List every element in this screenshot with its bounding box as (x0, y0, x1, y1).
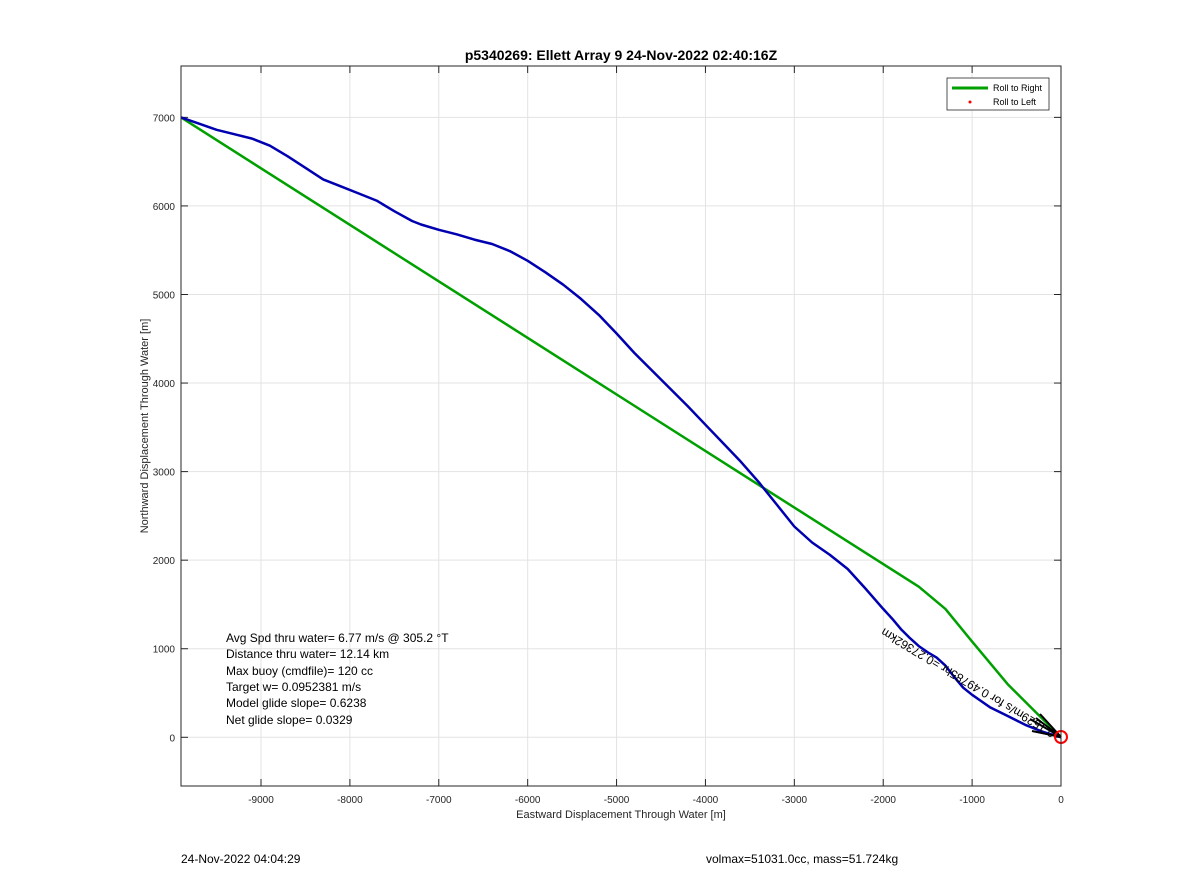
legend-box (946, 77, 1050, 111)
x-tick-label: -2000 (870, 795, 896, 806)
stat-max-buoy: Max buoy (cmdfile)= 120 cc (226, 664, 373, 678)
plot-background (181, 66, 1061, 786)
y-tick-label: 4000 (153, 379, 176, 390)
stat-target-w: Target w= 0.0952381 m/s (226, 680, 361, 694)
stats-annotation: Avg Spd thru water= 6.77 m/s @ 305.2 °T … (226, 631, 449, 727)
y-tick-label: 2000 (153, 556, 176, 567)
x-tick-label: -3000 (782, 795, 808, 806)
x-tick-label: -8000 (337, 795, 363, 806)
x-tick-label: -9000 (248, 795, 274, 806)
stat-avg-speed: Avg Spd thru water= 6.77 m/s @ 305.2 °T (226, 631, 449, 645)
legend-swatch-roll-left (968, 100, 972, 104)
y-tick-label: 0 (169, 733, 175, 744)
y-tick-label: 6000 (153, 202, 176, 213)
y-axis-label: Northward Displacement Through Water [m] (139, 319, 151, 534)
legend: Roll to Right Roll to Left (946, 77, 1050, 111)
x-tick-label: -5000 (604, 795, 630, 806)
stat-distance: Distance thru water= 12.14 km (226, 647, 389, 661)
x-tick-label: -7000 (426, 795, 452, 806)
stat-net-glide: Net glide slope= 0.0329 (226, 713, 353, 727)
x-tick-label: -4000 (693, 795, 719, 806)
legend-label-roll-right: Roll to Right (993, 83, 1043, 93)
x-tick-label: 0 (1058, 795, 1064, 806)
y-tick-label: 7000 (153, 113, 176, 124)
axis-ticks: -9000 -8000 -7000 -6000 -5000 -4000 -3000 -2000… (153, 66, 1064, 806)
y-tick-label: 5000 (153, 290, 176, 301)
x-tick-label: -6000 (515, 795, 541, 806)
stat-model-glide: Model glide slope= 0.6238 (226, 696, 367, 710)
series-track (181, 116, 1061, 739)
footer-volume-mass: volmax=51031.0cc, mass=51.724kg (706, 852, 899, 866)
x-tick-label: -1000 (959, 795, 985, 806)
footer-timestamp: 24-Nov-2022 04:04:29 (181, 852, 301, 866)
x-axis-label: Eastward Displacement Through Water [m] (516, 809, 726, 821)
legend-label-roll-left: Roll to Left (993, 97, 1037, 107)
y-tick-label: 3000 (153, 468, 176, 479)
plot-frame (180, 65, 1062, 787)
chart-title: p5340269: Ellett Array 9 24-Nov-2022 02:… (465, 47, 778, 63)
y-tick-label: 1000 (153, 645, 176, 656)
